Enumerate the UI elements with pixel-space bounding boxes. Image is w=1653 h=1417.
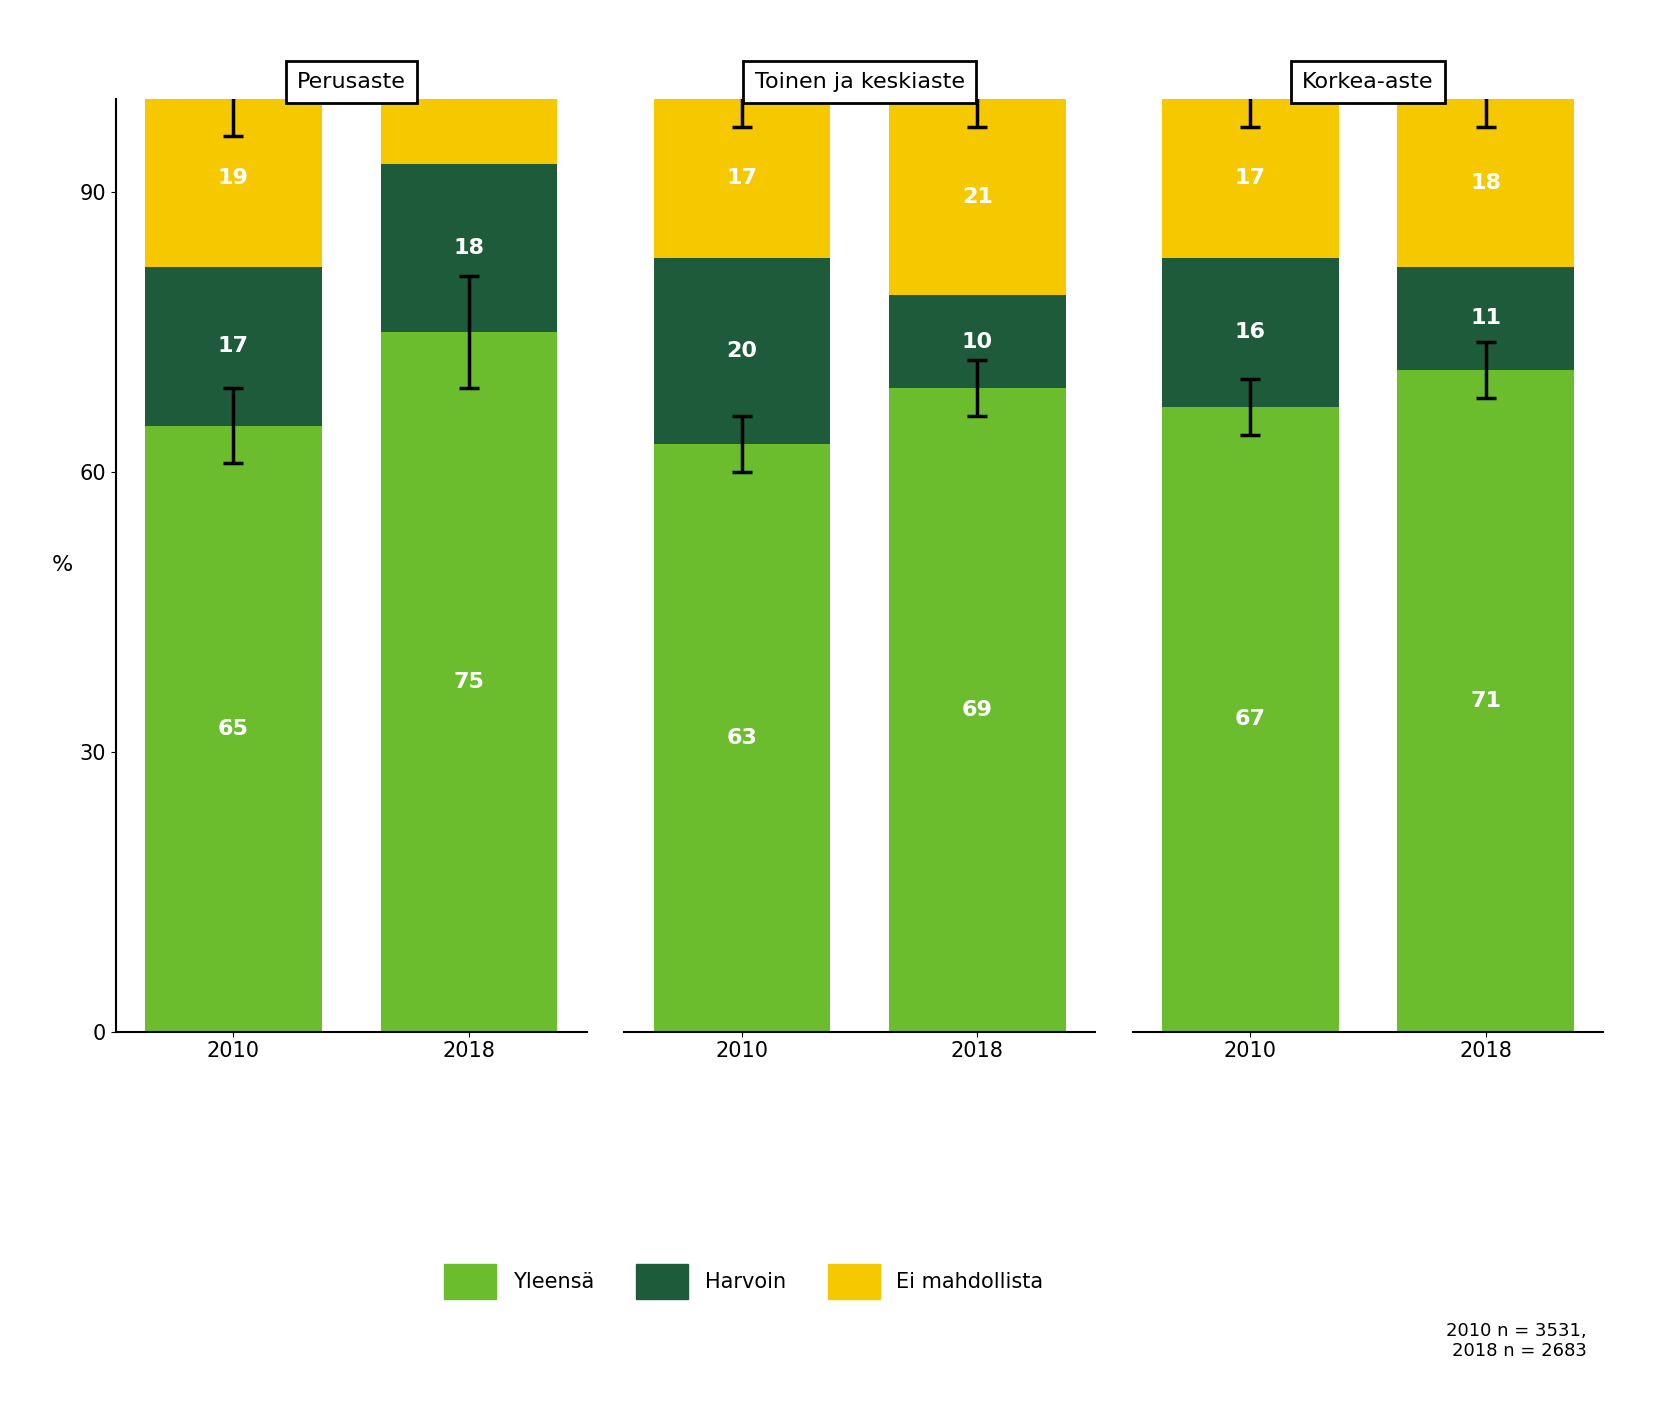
Text: 10: 10 <box>962 332 993 351</box>
Text: 75: 75 <box>453 672 484 691</box>
Text: 18: 18 <box>453 71 484 91</box>
Title: Perusaste: Perusaste <box>296 72 405 92</box>
Text: 17: 17 <box>726 169 757 188</box>
Bar <box>653 258 830 445</box>
Text: 21: 21 <box>962 187 993 207</box>
Y-axis label: %: % <box>53 555 73 575</box>
Title: Korkea-aste: Korkea-aste <box>1303 72 1433 92</box>
Bar <box>1397 266 1574 370</box>
Bar <box>380 333 557 1032</box>
Bar <box>1397 99 1574 266</box>
Title: Toinen ja keskiaste: Toinen ja keskiaste <box>754 72 965 92</box>
Bar <box>1162 99 1339 258</box>
Bar <box>889 388 1066 1032</box>
Bar <box>380 164 557 333</box>
Text: 69: 69 <box>962 700 993 720</box>
Bar <box>1162 407 1339 1032</box>
Bar <box>653 99 830 258</box>
Text: 16: 16 <box>1235 322 1266 343</box>
Bar <box>889 99 1066 295</box>
Bar <box>380 0 557 164</box>
Text: 20: 20 <box>726 341 757 361</box>
Text: 11: 11 <box>1470 309 1501 329</box>
Legend: Yleensä, Harvoin, Ei mahdollista: Yleensä, Harvoin, Ei mahdollista <box>436 1255 1051 1308</box>
Text: 19: 19 <box>218 169 250 188</box>
Text: 2010 n = 3531,
2018 n = 2683: 2010 n = 3531, 2018 n = 2683 <box>1446 1322 1587 1360</box>
Bar <box>1397 370 1574 1032</box>
Bar <box>145 266 322 425</box>
Text: 17: 17 <box>1235 169 1266 188</box>
Bar <box>653 445 830 1032</box>
Text: 67: 67 <box>1235 710 1266 730</box>
Text: 71: 71 <box>1470 690 1501 711</box>
Text: 18: 18 <box>1470 173 1501 193</box>
Bar <box>145 425 322 1032</box>
Bar <box>889 295 1066 388</box>
Text: 17: 17 <box>218 336 250 356</box>
Text: 65: 65 <box>218 718 250 738</box>
Bar <box>145 89 322 266</box>
Text: 63: 63 <box>726 728 757 748</box>
Bar <box>1162 258 1339 407</box>
Text: 18: 18 <box>453 238 484 258</box>
